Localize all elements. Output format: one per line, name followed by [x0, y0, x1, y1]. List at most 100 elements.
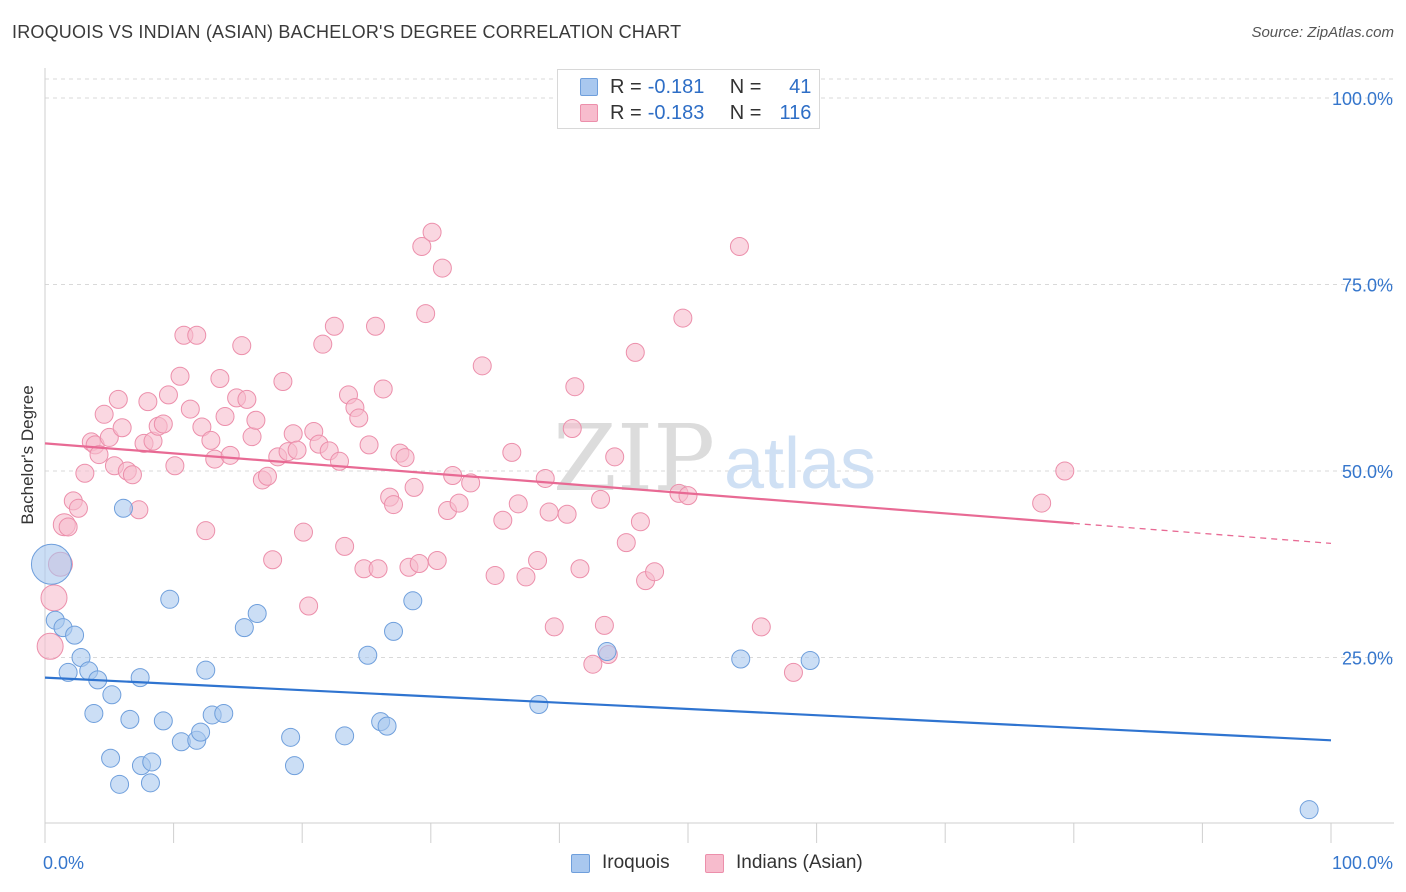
- data-point[interactable]: [191, 722, 211, 742]
- data-point[interactable]: [502, 442, 522, 462]
- data-point[interactable]: [110, 774, 130, 794]
- data-point[interactable]: [422, 222, 442, 242]
- data-point[interactable]: [359, 435, 379, 455]
- data-point[interactable]: [210, 368, 230, 388]
- data-point[interactable]: [783, 662, 803, 682]
- data-point[interactable]: [257, 466, 277, 486]
- data-point[interactable]: [565, 377, 585, 397]
- data-point[interactable]: [377, 716, 397, 736]
- data-point[interactable]: [153, 414, 173, 434]
- data-point[interactable]: [58, 517, 78, 537]
- data-point[interactable]: [113, 498, 133, 518]
- data-point[interactable]: [1055, 461, 1075, 481]
- data-point[interactable]: [358, 645, 378, 665]
- data-point[interactable]: [89, 445, 109, 465]
- data-point[interactable]: [313, 334, 333, 354]
- data-point[interactable]: [729, 236, 749, 256]
- data-point[interactable]: [751, 617, 771, 637]
- data-point[interactable]: [247, 603, 267, 623]
- data-point[interactable]: [1299, 800, 1319, 820]
- data-point[interactable]: [373, 379, 393, 399]
- data-point[interactable]: [232, 336, 252, 356]
- data-point[interactable]: [140, 773, 160, 793]
- data-point[interactable]: [493, 510, 513, 530]
- data-point[interactable]: [40, 584, 68, 612]
- data-point[interactable]: [384, 621, 404, 641]
- bottom-legend-indians-asian[interactable]: Indians (Asian): [705, 852, 863, 874]
- data-point[interactable]: [557, 504, 577, 524]
- data-point[interactable]: [120, 709, 140, 729]
- data-point[interactable]: [570, 559, 590, 579]
- data-point[interactable]: [187, 325, 207, 345]
- data-point[interactable]: [234, 618, 254, 638]
- data-point[interactable]: [535, 468, 555, 488]
- data-point[interactable]: [594, 615, 614, 635]
- data-point[interactable]: [409, 554, 429, 574]
- data-point[interactable]: [165, 456, 185, 476]
- data-point[interactable]: [263, 550, 283, 570]
- data-point[interactable]: [94, 404, 114, 424]
- data-point[interactable]: [158, 385, 178, 405]
- data-point[interactable]: [544, 617, 564, 637]
- data-point[interactable]: [112, 418, 132, 438]
- data-point[interactable]: [170, 366, 190, 386]
- data-point[interactable]: [630, 512, 650, 532]
- data-point[interactable]: [412, 236, 432, 256]
- data-point[interactable]: [591, 489, 611, 509]
- data-point[interactable]: [99, 427, 119, 447]
- data-point[interactable]: [160, 589, 180, 609]
- data-point[interactable]: [237, 389, 257, 409]
- data-point[interactable]: [349, 408, 369, 428]
- data-point[interactable]: [142, 752, 162, 772]
- bottom-legend-iroquois[interactable]: Iroquois: [571, 852, 670, 874]
- data-point[interactable]: [404, 477, 424, 497]
- data-point[interactable]: [368, 559, 388, 579]
- data-point[interactable]: [673, 308, 693, 328]
- data-point[interactable]: [58, 662, 78, 682]
- data-point[interactable]: [597, 642, 617, 662]
- data-point[interactable]: [485, 565, 505, 585]
- data-point[interactable]: [645, 562, 665, 582]
- data-point[interactable]: [731, 649, 751, 669]
- data-point[interactable]: [384, 495, 404, 515]
- data-point[interactable]: [461, 473, 481, 493]
- data-point[interactable]: [529, 694, 549, 714]
- data-point[interactable]: [625, 342, 645, 362]
- data-point[interactable]: [416, 304, 436, 324]
- data-point[interactable]: [605, 447, 625, 467]
- data-point[interactable]: [539, 502, 559, 522]
- data-point[interactable]: [287, 440, 307, 460]
- data-point[interactable]: [30, 543, 72, 585]
- data-point[interactable]: [616, 533, 636, 553]
- data-point[interactable]: [101, 748, 121, 768]
- data-point[interactable]: [130, 668, 150, 688]
- data-point[interactable]: [472, 356, 492, 376]
- data-point[interactable]: [403, 591, 423, 611]
- data-point[interactable]: [508, 494, 528, 514]
- data-point[interactable]: [562, 418, 582, 438]
- data-point[interactable]: [215, 407, 235, 427]
- data-point[interactable]: [281, 727, 301, 747]
- data-point[interactable]: [246, 410, 266, 430]
- data-point[interactable]: [1032, 493, 1052, 513]
- data-point[interactable]: [432, 258, 452, 278]
- data-point[interactable]: [273, 371, 293, 391]
- data-point[interactable]: [528, 551, 548, 571]
- data-point[interactable]: [324, 316, 344, 336]
- data-point[interactable]: [122, 465, 142, 485]
- data-point[interactable]: [395, 448, 415, 468]
- data-point[interactable]: [196, 521, 216, 541]
- data-point[interactable]: [293, 522, 313, 542]
- data-point[interactable]: [84, 703, 104, 723]
- data-point[interactable]: [335, 726, 355, 746]
- data-point[interactable]: [196, 660, 216, 680]
- data-point[interactable]: [65, 625, 85, 645]
- data-point[interactable]: [449, 493, 469, 513]
- data-point[interactable]: [153, 711, 173, 731]
- data-point[interactable]: [36, 632, 64, 660]
- data-point[interactable]: [102, 685, 122, 705]
- data-point[interactable]: [68, 498, 88, 518]
- data-point[interactable]: [242, 427, 262, 447]
- data-point[interactable]: [583, 654, 603, 674]
- data-point[interactable]: [284, 756, 304, 776]
